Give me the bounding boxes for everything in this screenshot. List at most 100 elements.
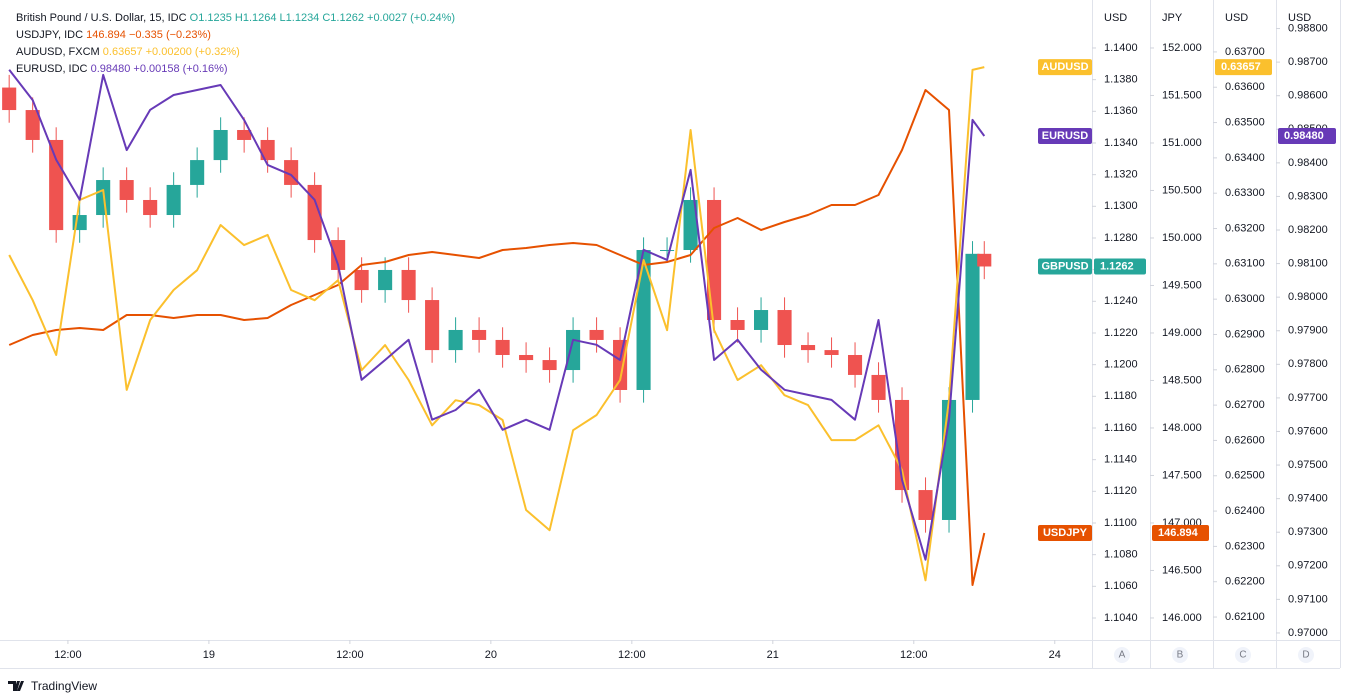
y-tick-label: 1.1360	[1104, 105, 1138, 117]
axis-letter: D	[1302, 650, 1309, 661]
y-tick-label: 149.500	[1162, 279, 1202, 291]
axis-unit: USD	[1104, 12, 1127, 24]
y-tick-label: 0.62200	[1225, 576, 1265, 588]
y-tick-label: 1.1380	[1104, 74, 1138, 86]
series-name-tag[interactable]	[1038, 258, 1092, 275]
y-tick-label: 0.62300	[1225, 540, 1265, 552]
candle-body	[2, 87, 17, 111]
legend-line: AUDUSD, FXCM 0.63657 +0.00200 (+0.32%)	[16, 46, 240, 58]
y-tick-label: 1.1080	[1104, 549, 1138, 561]
y-tick-label: 0.97500	[1288, 459, 1328, 471]
candle-body	[589, 329, 604, 340]
x-tick-label: 21	[767, 649, 779, 661]
y-tick-label: 0.63100	[1225, 258, 1265, 270]
x-tick-label: 24	[1049, 649, 1061, 661]
x-tick-label: 12:00	[336, 649, 364, 661]
y-tick-label: 0.63700	[1225, 46, 1265, 58]
candle-body	[730, 320, 745, 330]
y-tick-label: 0.98400	[1288, 157, 1328, 169]
legend-quote: 0.98480	[91, 63, 131, 75]
y-tick-label: 0.97600	[1288, 425, 1328, 437]
legend-header: British Pound / U.S. Dollar, 15, IDC O1.…	[16, 12, 455, 75]
candle-body	[401, 269, 416, 301]
candle-body	[472, 329, 487, 340]
y-tick-label: 1.1160	[1104, 422, 1137, 434]
candle-body	[307, 184, 322, 241]
y-tick-label: 0.98100	[1288, 257, 1328, 269]
candle-body	[894, 399, 910, 491]
y-tick-label: 1.1300	[1104, 200, 1138, 212]
candle-body	[965, 253, 980, 400]
candle-body	[331, 240, 346, 270]
y-tick-label: 1.1100	[1104, 517, 1137, 529]
candle-body	[260, 139, 275, 161]
candle-body	[660, 250, 675, 252]
y-tick-label: 0.62800	[1225, 364, 1265, 376]
y-tick-label: 0.97400	[1288, 493, 1328, 505]
axis-unit: USD	[1225, 12, 1248, 24]
y-tick-label: 0.63500	[1225, 116, 1265, 128]
y-tick-label: 0.62600	[1225, 434, 1265, 446]
y-tick-label: 0.63300	[1225, 187, 1265, 199]
y-tick-label: 146.000	[1162, 612, 1202, 624]
series-name-tag[interactable]	[1038, 59, 1092, 76]
candle-body	[636, 250, 651, 390]
y-tick-label: 0.97300	[1288, 526, 1328, 538]
y-tick-label: 151.000	[1162, 137, 1202, 149]
candle-body	[800, 345, 816, 351]
last-price-tag	[1152, 525, 1209, 542]
y-tick-label: 1.1200	[1104, 359, 1138, 371]
axis-letter-badge[interactable]	[1298, 647, 1314, 663]
y-tick-label: 1.1040	[1104, 612, 1138, 624]
series-name-tag[interactable]	[1038, 525, 1092, 542]
y-tick-label: 0.63600	[1225, 81, 1265, 93]
axis-unit: JPY	[1162, 12, 1183, 24]
y-tick-label: 0.98600	[1288, 90, 1328, 102]
series-name: USDJPY	[1043, 527, 1088, 539]
legend-line: British Pound / U.S. Dollar, 15, IDC O1.…	[16, 12, 455, 24]
y-tick-label: 0.63200	[1225, 222, 1265, 234]
legend-symbol: USDJPY, IDC	[16, 29, 83, 41]
y-tick-label: 0.97000	[1288, 627, 1328, 639]
candle-body	[847, 354, 863, 375]
last-price-tag	[1278, 127, 1336, 144]
legend-line: USDJPY, IDC 146.894 −0.335 (−0.23%)	[16, 29, 211, 41]
series-name: EURUSD	[1042, 130, 1089, 142]
y-tick-label: 0.97900	[1288, 325, 1328, 337]
candle-body	[566, 329, 581, 371]
y-tick-label: 152.000	[1162, 42, 1202, 54]
last-price: 0.63657	[1221, 61, 1261, 73]
series-name: AUDUSD	[1041, 61, 1088, 73]
series-line	[8, 89, 986, 586]
y-tick-label: 0.62700	[1225, 399, 1265, 411]
y-tick-label: 151.500	[1162, 89, 1202, 101]
brand-name: TradingView	[31, 679, 97, 693]
y-tick-label: 0.62400	[1225, 505, 1265, 517]
x-tick-label: 12:00	[618, 649, 646, 661]
y-tick-label: 1.1240	[1104, 295, 1138, 307]
axis-unit: USD	[1288, 12, 1311, 24]
candle-body	[683, 199, 698, 251]
candle-body	[378, 269, 393, 291]
legend-symbol: AUDUSD, FXCM	[16, 46, 100, 58]
candle-body	[977, 253, 992, 267]
last-price-tag	[1094, 258, 1146, 275]
y-tick-label: 0.98700	[1288, 56, 1328, 68]
x-tick-label: 12:00	[900, 649, 928, 661]
y-tick-label: 1.1400	[1104, 42, 1138, 54]
axis-letter-badge[interactable]	[1172, 647, 1188, 663]
candle-body	[777, 310, 792, 346]
y-tick-label: 1.1320	[1104, 169, 1138, 181]
y-tick-label: 150.500	[1162, 184, 1202, 196]
y-tick-label: 1.1120	[1104, 485, 1137, 497]
y-tick-label: 1.1060	[1104, 580, 1138, 592]
series-name-tag[interactable]	[1038, 127, 1092, 144]
candle-body	[542, 360, 557, 371]
candle-body	[448, 329, 463, 351]
candle-body	[824, 350, 839, 355]
last-price-tag	[1215, 59, 1272, 76]
axis-letter-badge[interactable]	[1235, 647, 1251, 663]
axis-letter-badge[interactable]	[1114, 647, 1130, 663]
brand[interactable]: TradingView	[8, 679, 97, 693]
last-price: 0.98480	[1284, 130, 1324, 142]
